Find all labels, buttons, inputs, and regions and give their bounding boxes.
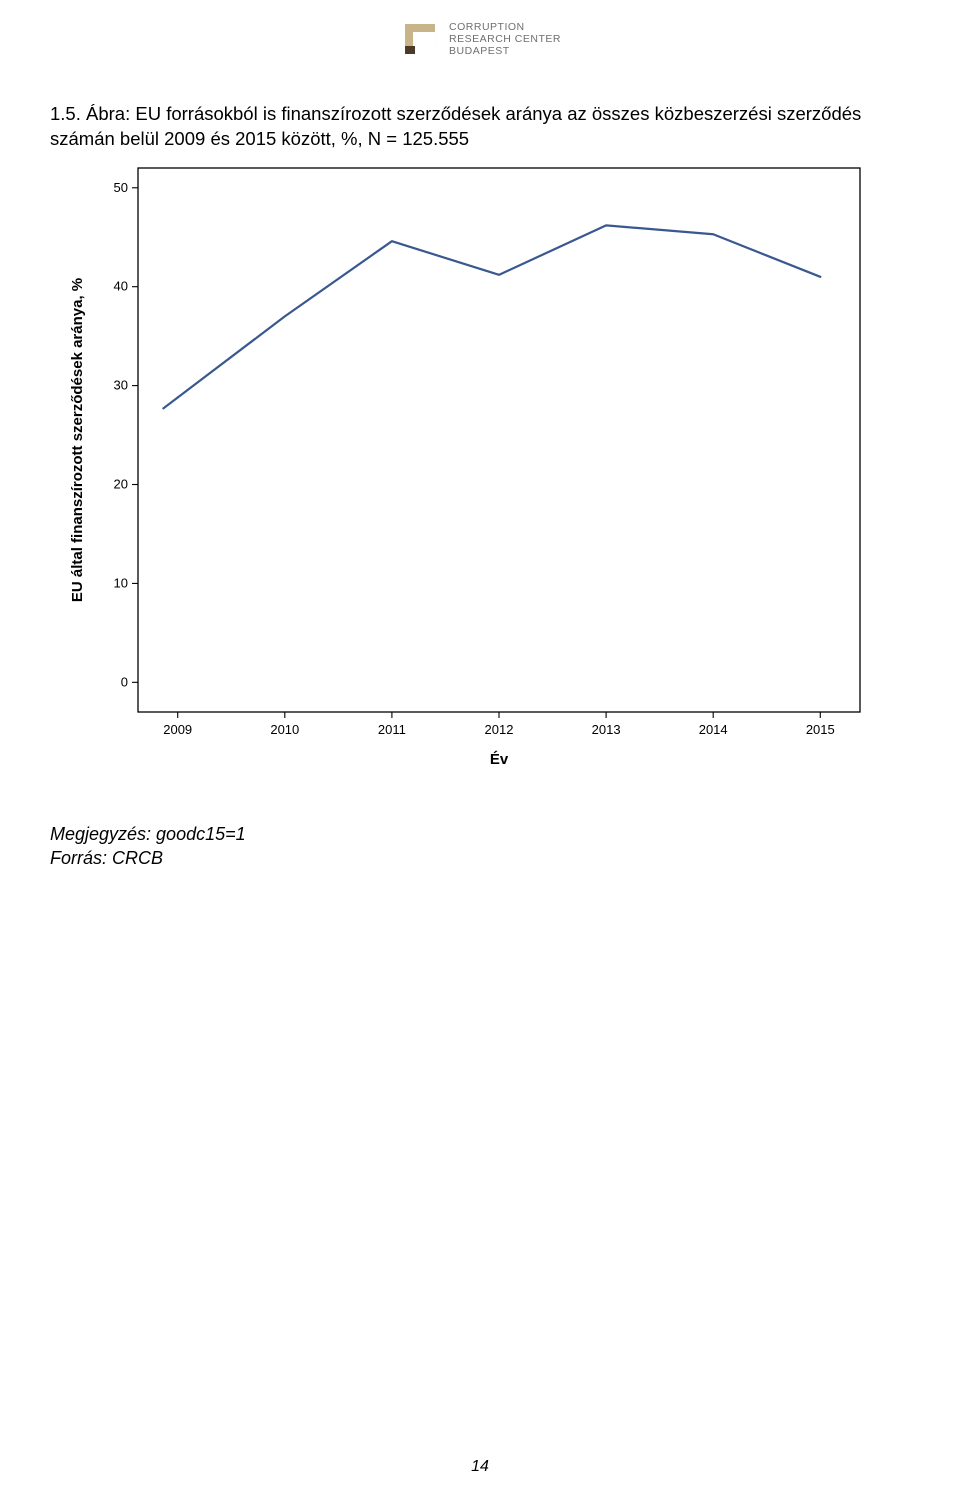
page: CORRUPTION RESEARCH CENTER BUDAPEST 1.5.… [0, 0, 960, 1502]
svg-text:Év: Év [490, 751, 509, 768]
svg-text:0: 0 [121, 674, 128, 689]
svg-text:2015: 2015 [806, 722, 835, 737]
page-number: 14 [0, 1458, 960, 1476]
svg-text:2010: 2010 [270, 722, 299, 737]
header-logo: CORRUPTION RESEARCH CENTER BUDAPEST [399, 18, 561, 60]
svg-text:50: 50 [114, 180, 128, 195]
org-line-2: RESEARCH CENTER [449, 33, 561, 45]
logo-icon [399, 18, 441, 60]
line-chart: 0 10 20 30 40 50 2009 2010 2011 2012 2013 2014 2015 É… [60, 160, 876, 792]
svg-text:2009: 2009 [163, 722, 192, 737]
svg-text:10: 10 [114, 575, 128, 590]
org-line-1: CORRUPTION [449, 21, 561, 33]
svg-text:2014: 2014 [699, 722, 728, 737]
figure-title: 1.5. Ábra: EU forrásokból is finanszíroz… [50, 102, 910, 152]
svg-text:2013: 2013 [592, 722, 621, 737]
svg-text:EU által finanszírozott szerző: EU által finanszírozott szerződések arán… [69, 278, 86, 602]
svg-text:20: 20 [114, 477, 128, 492]
chart-note: Megjegyzés: goodc15=1 [50, 822, 246, 846]
svg-text:40: 40 [114, 279, 128, 294]
logo-text: CORRUPTION RESEARCH CENTER BUDAPEST [449, 21, 561, 57]
svg-text:30: 30 [114, 378, 128, 393]
svg-text:2012: 2012 [485, 722, 514, 737]
chart-source: Forrás: CRCB [50, 846, 163, 870]
svg-text:2011: 2011 [378, 722, 406, 737]
org-line-3: BUDAPEST [449, 45, 561, 57]
